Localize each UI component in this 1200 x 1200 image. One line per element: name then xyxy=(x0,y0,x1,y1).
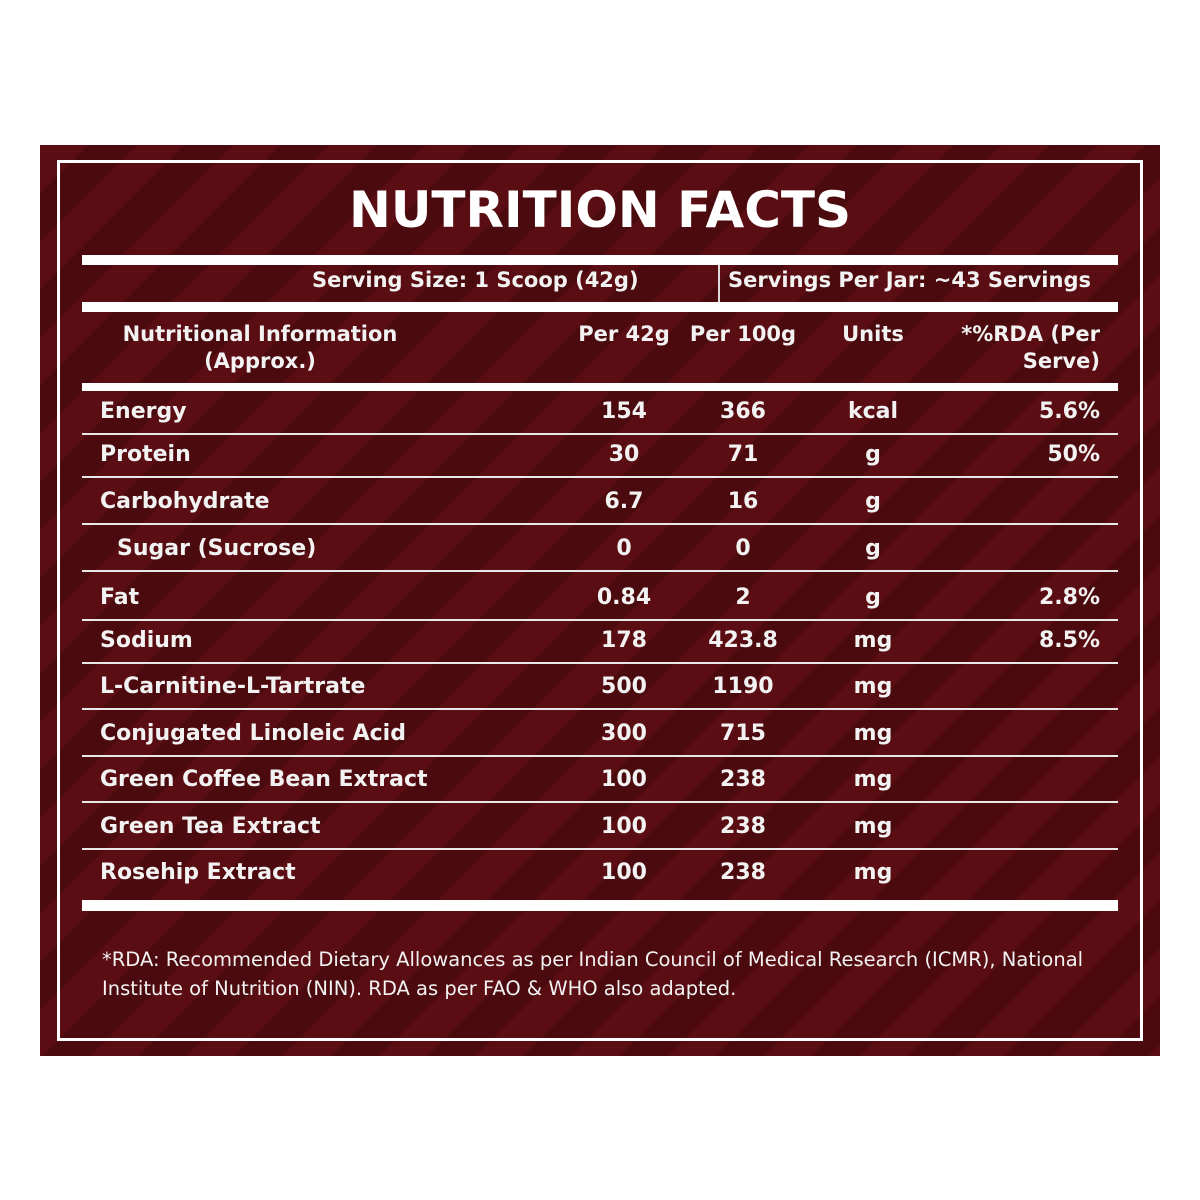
cell: mg xyxy=(853,860,893,885)
nutrition-panel: NUTRITION FACTS Serving Size: 1 Scoop (4… xyxy=(40,145,1160,1056)
cell: g xyxy=(865,536,881,561)
title: NUTRITION FACTS xyxy=(348,181,852,239)
nutrient-name: Green Coffee Bean Extract xyxy=(100,767,428,792)
column-header: Per 42g xyxy=(578,322,670,346)
divider xyxy=(82,900,1118,911)
row-divider xyxy=(82,476,1118,478)
nutrient-name: Sugar (Sucrose) xyxy=(117,536,317,561)
cell: 178 xyxy=(601,628,647,653)
nutrient-name: Energy xyxy=(100,399,187,424)
cell: mg xyxy=(853,721,893,746)
divider xyxy=(82,302,1118,312)
cell: mg xyxy=(853,814,893,839)
divider xyxy=(82,383,1118,391)
cell: 2 xyxy=(735,585,751,610)
cell: 366 xyxy=(720,399,766,424)
cell: kcal xyxy=(847,399,899,424)
column-header: *%RDA (Per Serve) xyxy=(961,322,1100,373)
cell: 423.8 xyxy=(708,628,778,653)
cell: 238 xyxy=(720,767,766,792)
cell: 100 xyxy=(601,767,647,792)
cell: 6.7 xyxy=(604,489,644,514)
cell: mg xyxy=(853,674,893,699)
divider xyxy=(718,265,720,303)
row-divider xyxy=(82,523,1118,525)
cell: 500 xyxy=(601,674,647,699)
column-header: Per 100g xyxy=(689,322,797,346)
cell: 300 xyxy=(601,721,647,746)
row-divider xyxy=(82,755,1118,757)
cell: 30 xyxy=(608,442,640,467)
cell: 0 xyxy=(735,536,751,561)
cell: 1190 xyxy=(712,674,774,699)
cell: g xyxy=(865,489,881,514)
cell: mg xyxy=(853,628,893,653)
cell: 100 xyxy=(601,814,647,839)
nutrient-name: Rosehip Extract xyxy=(100,860,296,885)
cell: 16 xyxy=(727,489,759,514)
cell: 238 xyxy=(720,814,766,839)
footnote: *RDA: Recommended Dietary Allowances as … xyxy=(102,948,1084,1000)
row-divider xyxy=(82,801,1118,803)
nutrient-name: Sodium xyxy=(100,628,193,653)
row-divider xyxy=(82,570,1118,572)
servings-per-jar: Servings Per Jar: ~43 Servings xyxy=(728,268,1091,292)
row-divider xyxy=(82,708,1118,710)
nutrient-name: Green Tea Extract xyxy=(100,814,321,839)
cell: 2.8% xyxy=(1038,585,1100,610)
row-divider xyxy=(82,848,1118,850)
cell: g xyxy=(865,442,881,467)
divider xyxy=(82,255,1118,265)
cell: 238 xyxy=(720,860,766,885)
nutrient-name: Protein xyxy=(100,442,191,467)
cell: 5.6% xyxy=(1038,399,1100,424)
row-divider xyxy=(82,433,1118,435)
cell: 8.5% xyxy=(1038,628,1100,653)
nutrient-name: Carbohydrate xyxy=(100,489,270,514)
nutrient-name: L-Carnitine-L-Tartrate xyxy=(100,674,366,699)
cell: 154 xyxy=(601,399,647,424)
cell: 715 xyxy=(720,721,766,746)
frame xyxy=(57,160,1143,1041)
cell: mg xyxy=(853,767,893,792)
cell: 100 xyxy=(601,860,647,885)
cell: 50% xyxy=(1047,442,1100,467)
cell: 0 xyxy=(616,536,632,561)
row-divider xyxy=(82,619,1118,621)
cell: 0.84 xyxy=(596,585,652,610)
serving-size: Serving Size: 1 Scoop (42g) xyxy=(312,268,639,292)
nutrient-name: Conjugated Linoleic Acid xyxy=(100,721,406,746)
column-header: Units xyxy=(842,322,904,346)
column-header: Nutritional Information (Approx.) xyxy=(122,322,398,373)
cell: g xyxy=(865,585,881,610)
nutrient-name: Fat xyxy=(100,585,140,610)
cell: 71 xyxy=(727,442,759,467)
row-divider xyxy=(82,662,1118,664)
